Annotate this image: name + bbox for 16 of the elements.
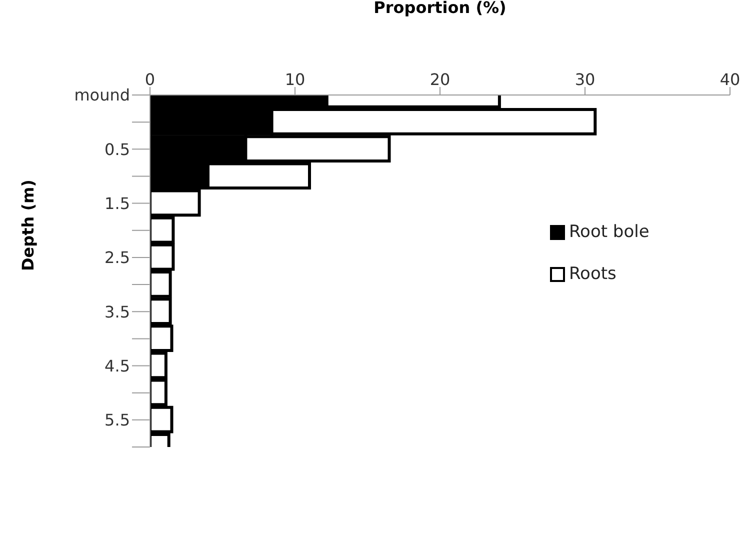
x-tick-label: 10	[284, 70, 306, 89]
y-tick-label: 1.5	[104, 194, 130, 213]
y-axis-title: Depth (m)	[18, 180, 38, 271]
x-tick-label: 30	[574, 70, 596, 89]
y-tick-label: mound	[74, 86, 130, 105]
y-tick-label: 2.5	[104, 248, 130, 268]
x-axis-title: Proportion (%)	[374, 0, 506, 17]
y-tick-label: 3.5	[104, 302, 130, 322]
y-tick-label: 0.5	[104, 140, 130, 159]
x-tick-label: 0	[144, 70, 156, 89]
y-tick-label: 4.5	[104, 356, 130, 376]
legend-label: Roots	[569, 264, 616, 284]
legend-label: Root bole	[569, 222, 650, 242]
y-tick-label: 5.5	[104, 410, 130, 430]
x-tick-label: 20	[430, 70, 450, 89]
x-tick-label: 40	[720, 70, 740, 89]
